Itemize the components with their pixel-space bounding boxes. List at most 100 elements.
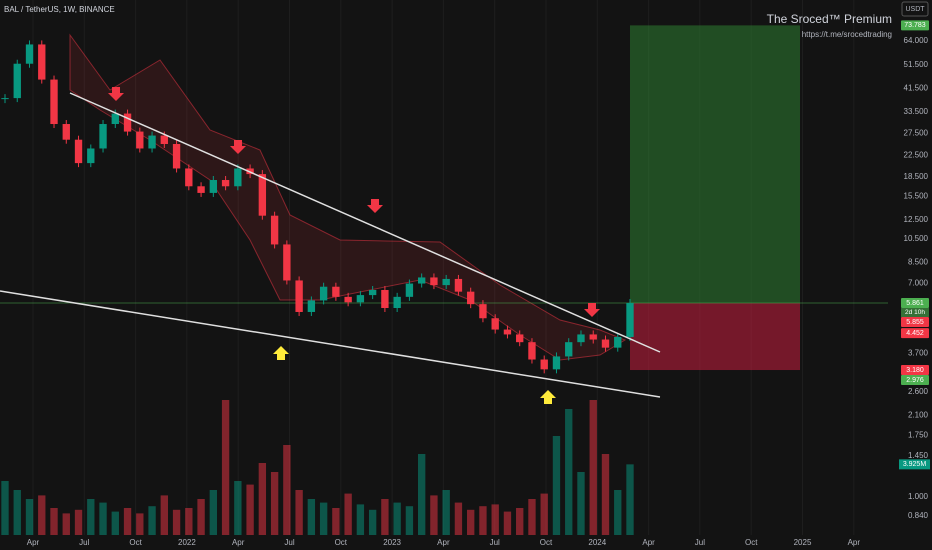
volume-bar: [197, 499, 205, 535]
arrows-down: [108, 87, 600, 317]
volume-bar: [62, 513, 70, 535]
currency-badge[interactable]: [901, 1, 929, 17]
candle: [381, 289, 389, 308]
price-tag-label: 3.180: [906, 367, 924, 374]
candle: [221, 180, 230, 187]
axis-labels: 64.000 51.500 41.500 33.500 27.500 22.500 18.5…: [27, 20, 930, 547]
x-tick-label: Jul: [695, 538, 705, 547]
candle: [87, 148, 95, 164]
volume-bar: [148, 506, 156, 535]
y-tick-label: 2.600: [908, 387, 929, 396]
x-tick-label: Apr: [27, 538, 40, 547]
candle: [479, 304, 487, 319]
volume-bar: [516, 508, 524, 535]
candle: [123, 113, 132, 132]
x-tick-label: Apr: [437, 538, 450, 547]
candle: [307, 300, 316, 312]
candle: [368, 289, 377, 296]
volume-bar: [614, 490, 622, 535]
volume-bar: [393, 502, 401, 535]
volume-bar: [503, 511, 512, 535]
volume-bar: [246, 484, 254, 535]
candle: [344, 296, 352, 303]
countdown-bg: [901, 308, 929, 318]
candle: [332, 286, 340, 297]
volume-bar: [38, 495, 46, 535]
candle: [62, 124, 70, 140]
x-tick-label: Oct: [129, 538, 142, 547]
volume-bar: [319, 502, 328, 535]
price-axis: [888, 0, 932, 550]
volume-bar: [270, 472, 279, 535]
x-tick-label: 2023: [383, 538, 401, 547]
volume-bar: [577, 472, 585, 535]
y-tick-label: 1.000: [908, 492, 929, 501]
volume-bar: [565, 409, 573, 535]
y-tick-label: 41.500: [904, 84, 929, 93]
volume-bar: [491, 504, 499, 535]
volume-bar: [123, 508, 132, 535]
volume-bar: [589, 400, 597, 535]
volume-tag: [899, 459, 930, 470]
volume-bar: [283, 445, 291, 535]
x-tick-label: Jul: [79, 538, 89, 547]
candle: [601, 339, 610, 348]
volume-bar: [405, 506, 414, 535]
x-tick-label: 2025: [794, 538, 812, 547]
candle: [454, 278, 463, 292]
volume-bar: [479, 506, 487, 535]
x-tick-label: Apr: [232, 538, 245, 547]
target-zone: [630, 25, 800, 304]
trend-line-lower: [0, 290, 661, 398]
x-tick-label: Oct: [540, 538, 553, 547]
y-tick-label: 8.500: [908, 257, 929, 266]
price-tag: [901, 20, 929, 31]
currency: USDT: [905, 6, 925, 13]
volume-bar: [540, 493, 548, 535]
y-tick-label: 15.500: [904, 192, 929, 201]
candle: [295, 280, 303, 312]
volume-bar: [356, 504, 365, 535]
volume-bar: [552, 436, 561, 535]
candle: [1, 98, 9, 100]
candle: [234, 168, 242, 187]
volume-bar: [442, 490, 450, 535]
watermark: The Sroced™ Premium: [767, 12, 892, 26]
volume-bar: [332, 508, 340, 535]
candle: [577, 334, 585, 343]
chart-title: BAL / TetherUS, 1W, BINANCE: [4, 5, 115, 14]
volume-bar: [111, 511, 119, 535]
candle: [491, 318, 499, 330]
candle: [503, 329, 512, 335]
candles: [1, 40, 634, 374]
candle: [516, 334, 524, 343]
candle: [552, 356, 561, 370]
candle: [99, 124, 107, 149]
volume-bar: [454, 502, 463, 535]
volume-bar: [25, 499, 34, 535]
price-tag: [901, 365, 929, 376]
y-tick-label: 51.500: [904, 60, 929, 69]
volume-bar: [258, 463, 267, 535]
price-tag-label: 5.861: [906, 300, 924, 307]
volume-bar: [209, 490, 218, 535]
candle: [185, 168, 193, 187]
x-tick-label: Apr: [848, 538, 861, 547]
volume-bar: [185, 508, 193, 535]
volume-bar: [467, 509, 475, 535]
volume-tag-label: 3.925M: [903, 461, 927, 468]
y-tick-label: 2.100: [908, 411, 929, 420]
y-tick-label: 0.840: [908, 511, 929, 520]
candle: [528, 342, 536, 360]
candle: [430, 277, 438, 286]
position-boxes: [0, 25, 888, 371]
candle: [626, 303, 634, 337]
y-tick-label: 7.000: [908, 279, 929, 288]
y-tick-label: 18.500: [904, 172, 929, 181]
volume-bar: [417, 454, 426, 535]
x-tick-label: 2022: [178, 538, 196, 547]
volume-bar: [160, 495, 168, 535]
candle: [111, 113, 119, 125]
candle: [13, 63, 21, 99]
